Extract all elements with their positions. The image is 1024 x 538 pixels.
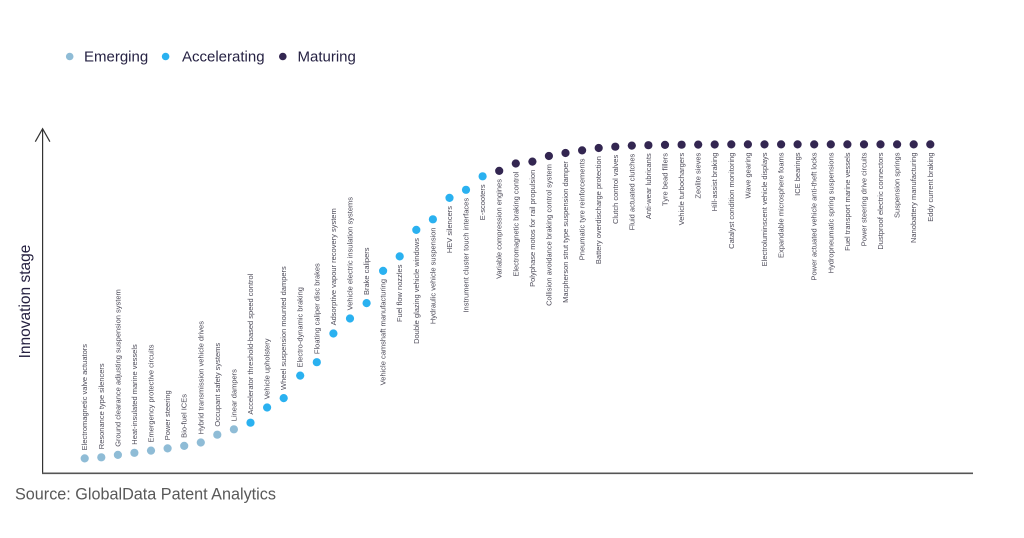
svg-text:Innovation stage: Innovation stage: [17, 245, 34, 359]
svg-text:Eddy current braking: Eddy current braking: [926, 153, 935, 222]
svg-text:Fuel flow nozzles: Fuel flow nozzles: [395, 264, 404, 322]
svg-text:Emergency protective circuits: Emergency protective circuits: [147, 344, 156, 442]
svg-text:Hill-assist braking: Hill-assist braking: [710, 153, 719, 212]
svg-text:Anti-wear lubricants: Anti-wear lubricants: [644, 153, 653, 219]
svg-text:Clutch control valves: Clutch control valves: [611, 155, 620, 224]
svg-text:Vehicle electric insulation sy: Vehicle electric insulation systems: [346, 197, 355, 311]
svg-text:Double glazing vehicle windows: Double glazing vehicle windows: [412, 238, 421, 344]
svg-text:Electro-dynamic braking: Electro-dynamic braking: [296, 287, 305, 367]
svg-text:Electroluminscent vehicle disp: Electroluminscent vehicle displays: [760, 152, 769, 266]
svg-text:Vehicle camshaft manufacturing: Vehicle camshaft manufacturing: [379, 279, 388, 385]
svg-text:Hydropneumatic spring suspensi: Hydropneumatic spring suspensions: [826, 152, 835, 273]
svg-text:Vehicle turbochargers: Vehicle turbochargers: [677, 153, 686, 226]
svg-text:Expandable microsphere foams: Expandable microsphere foams: [777, 152, 786, 258]
svg-text:Linear dampers: Linear dampers: [229, 369, 238, 421]
svg-text:Hydraulic vehicle suspension: Hydraulic vehicle suspension: [428, 227, 437, 324]
svg-text:E-scooters: E-scooters: [478, 184, 487, 220]
svg-text:Tyre bead fillers: Tyre bead fillers: [661, 153, 670, 206]
svg-text:Catalyst condition monitoring: Catalyst condition monitoring: [727, 153, 736, 249]
svg-text:Fluid actuated clutches: Fluid actuated clutches: [627, 153, 636, 230]
svg-text:Power steering: Power steering: [163, 390, 172, 440]
svg-text:Floating caliper disc brakes: Floating caliper disc brakes: [312, 263, 321, 354]
svg-text:Pneumatic tyre reinforcements: Pneumatic tyre reinforcements: [578, 158, 587, 260]
svg-text:Variable compression engines: Variable compression engines: [495, 179, 504, 279]
svg-text:Electromagnetic braking contro: Electromagnetic braking control: [511, 171, 520, 276]
svg-text:Power actuated vehicle anti-th: Power actuated vehicle anti-theft locks: [810, 152, 819, 280]
svg-text:Occupant safety systems: Occupant safety systems: [213, 343, 222, 427]
svg-text:Collision avoidance braking co: Collision avoidance braking control syst…: [544, 164, 553, 306]
svg-text:Zeolite sieves: Zeolite sieves: [694, 152, 703, 198]
svg-text:Macpherson strut type suspensi: Macpherson strut type suspension damper: [561, 161, 570, 303]
svg-text:Electromagnetic valve actuator: Electromagnetic valve actuators: [80, 344, 89, 451]
svg-text:Vehicle upholstery: Vehicle upholstery: [263, 338, 272, 399]
svg-text:Power steering drive circuits: Power steering drive circuits: [860, 152, 869, 246]
svg-text:Heat-insulated marine vessels: Heat-insulated marine vessels: [130, 344, 139, 445]
svg-text:Brake calipers: Brake calipers: [362, 247, 371, 295]
svg-text:Emerging: Emerging: [84, 49, 148, 66]
svg-text:Wave gearing: Wave gearing: [743, 153, 752, 199]
svg-text:Resonance type silencers: Resonance type silencers: [97, 363, 106, 449]
svg-text:Adsorptive vapour recovery sys: Adsorptive vapour recovery system: [329, 208, 338, 325]
svg-text:Ground clearance adjusting sus: Ground clearance adjusting suspension sy…: [113, 289, 122, 447]
svg-text:Maturing: Maturing: [298, 49, 356, 66]
svg-text:Bio-fuel ICEs: Bio-fuel ICEs: [180, 394, 189, 438]
svg-text:Suspension springs: Suspension springs: [893, 152, 902, 218]
svg-text:Accelerator threshold-based sp: Accelerator threshold-based speed contro…: [246, 273, 255, 414]
svg-text:Accelerating: Accelerating: [182, 49, 265, 66]
svg-text:Nanobattery manufacturing: Nanobattery manufacturing: [909, 153, 918, 243]
svg-text:Fuel transport marine vessels: Fuel transport marine vessels: [843, 152, 852, 251]
svg-text:Polyphase motos for rail propu: Polyphase motos for rail propulsion: [528, 170, 537, 287]
svg-text:ICE bearings: ICE bearings: [793, 152, 802, 196]
svg-text:Wheel suspension mounted dampe: Wheel suspension mounted dampers: [279, 266, 288, 390]
svg-text:Battery overdischarge protecti: Battery overdischarge protection: [594, 156, 603, 264]
svg-text:HEV silencers: HEV silencers: [445, 206, 454, 253]
svg-text:Hybrid transmission vehicle dr: Hybrid transmission vehicle drives: [196, 321, 205, 435]
svg-text:Source: GlobalData Patent Anal: Source: GlobalData Patent Analytics: [15, 486, 276, 504]
svg-text:Instrument cluster touch inter: Instrument cluster touch interfaces: [462, 198, 471, 313]
svg-text:Dustproof electric connectors: Dustproof electric connectors: [876, 152, 885, 249]
